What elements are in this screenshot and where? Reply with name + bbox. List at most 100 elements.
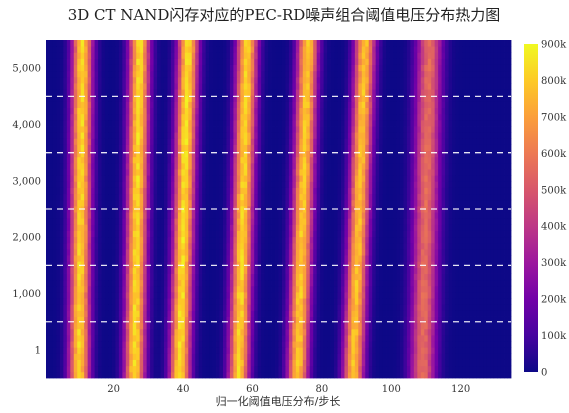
heatmap-cell [56,175,61,182]
heatmap-cell [87,255,92,262]
heatmap-cell [406,255,411,262]
heatmap-cell [493,298,498,305]
heatmap-cell [129,212,134,219]
heatmap-cell [375,285,380,293]
heatmap-cell [163,353,168,360]
heatmap-cell [104,291,109,299]
heatmap-cell [382,316,387,324]
heatmap-cell [379,316,383,324]
heatmap-cell [153,322,158,330]
heatmap-cell [212,304,217,311]
heatmap-cell [129,353,134,360]
heatmap-cell [309,267,314,274]
heatmap-cell [122,187,127,195]
heatmap-cell [445,199,449,207]
heatmap-cell [111,371,116,379]
heatmap-cell [486,150,491,158]
heatmap-cell [104,175,109,182]
heatmap-cell [181,242,186,250]
heatmap-cell [104,359,109,367]
heatmap-cell [143,144,148,152]
heatmap-cell [250,273,255,281]
heatmap-cell [202,267,207,274]
heatmap-cell [382,347,387,354]
heatmap-cell [354,162,359,170]
heatmap-cell [413,205,418,213]
heatmap-cell [139,230,144,238]
heatmap-cell [136,156,141,164]
heatmap-cell [63,353,68,360]
heatmap-cell [309,273,314,281]
heatmap-cell [118,341,123,348]
heatmap-cell [91,341,95,348]
heatmap-cell [327,248,331,256]
heatmap-cell [66,224,71,231]
heatmap-cell [122,156,127,164]
heatmap-cell [344,255,349,262]
heatmap-cell [160,175,165,182]
heatmap-cell [104,267,109,274]
heatmap-cell [285,298,290,305]
heatmap-cell [157,162,161,170]
heatmap-cell [469,212,474,219]
heatmap-cell [486,255,491,262]
heatmap-cell [445,328,449,336]
heatmap-cell [243,316,248,324]
heatmap-cell [281,199,286,207]
heatmap-cell [84,144,89,152]
heatmap-cell [219,322,224,330]
heatmap-cell [195,328,200,336]
heatmap-cell [438,150,442,158]
heatmap-cell [465,224,470,231]
heatmap-cell [264,230,269,238]
heatmap-cell [278,169,283,176]
heatmap-cell [462,212,467,219]
heatmap-cell [233,162,238,170]
heatmap-cell [177,365,182,373]
heatmap-cell [323,353,328,360]
heatmap-cell [354,242,359,250]
heatmap-cell [257,199,262,207]
heatmap-cell [275,181,279,188]
heatmap-cell [268,322,272,330]
heatmap-cell [101,359,106,367]
heatmap-cell [285,261,290,268]
heatmap-cell [382,298,387,305]
heatmap-cell [285,334,290,342]
heatmap-cell [115,187,120,195]
heatmap-cell [153,248,158,256]
heatmap-cell [188,199,193,207]
heatmap-cell [337,175,342,182]
heatmap-cell [292,365,297,373]
heatmap-cell [285,181,290,188]
heatmap-cell [222,224,227,231]
heatmap-cell [198,255,203,262]
heatmap-cell [250,347,255,354]
heatmap-cell [490,193,495,201]
heatmap-cell [84,248,89,256]
heatmap-cell [184,242,189,250]
heatmap-cell [139,359,144,367]
heatmap-cell [202,169,207,176]
heatmap-cell [271,267,276,274]
heatmap-cell [80,261,85,268]
heatmap-cell [257,181,262,188]
heatmap-cell [184,347,189,354]
heatmap-cell [403,193,408,201]
heatmap-cell [417,310,422,317]
heatmap-cell [261,230,266,238]
heatmap-cell [243,193,248,201]
heatmap-cell [379,365,383,373]
heatmap-cell [66,365,71,373]
heatmap-cell [236,169,241,176]
heatmap-cell [382,255,387,262]
heatmap-cell [181,279,186,287]
heatmap-cell [354,334,359,342]
heatmap-cell [167,347,172,354]
heatmap-cell [403,347,408,354]
heatmap-cell [327,328,331,336]
heatmap-cell [417,230,422,238]
heatmap-cell [375,365,380,373]
heatmap-cell [66,150,71,158]
heatmap-cell [46,273,50,281]
